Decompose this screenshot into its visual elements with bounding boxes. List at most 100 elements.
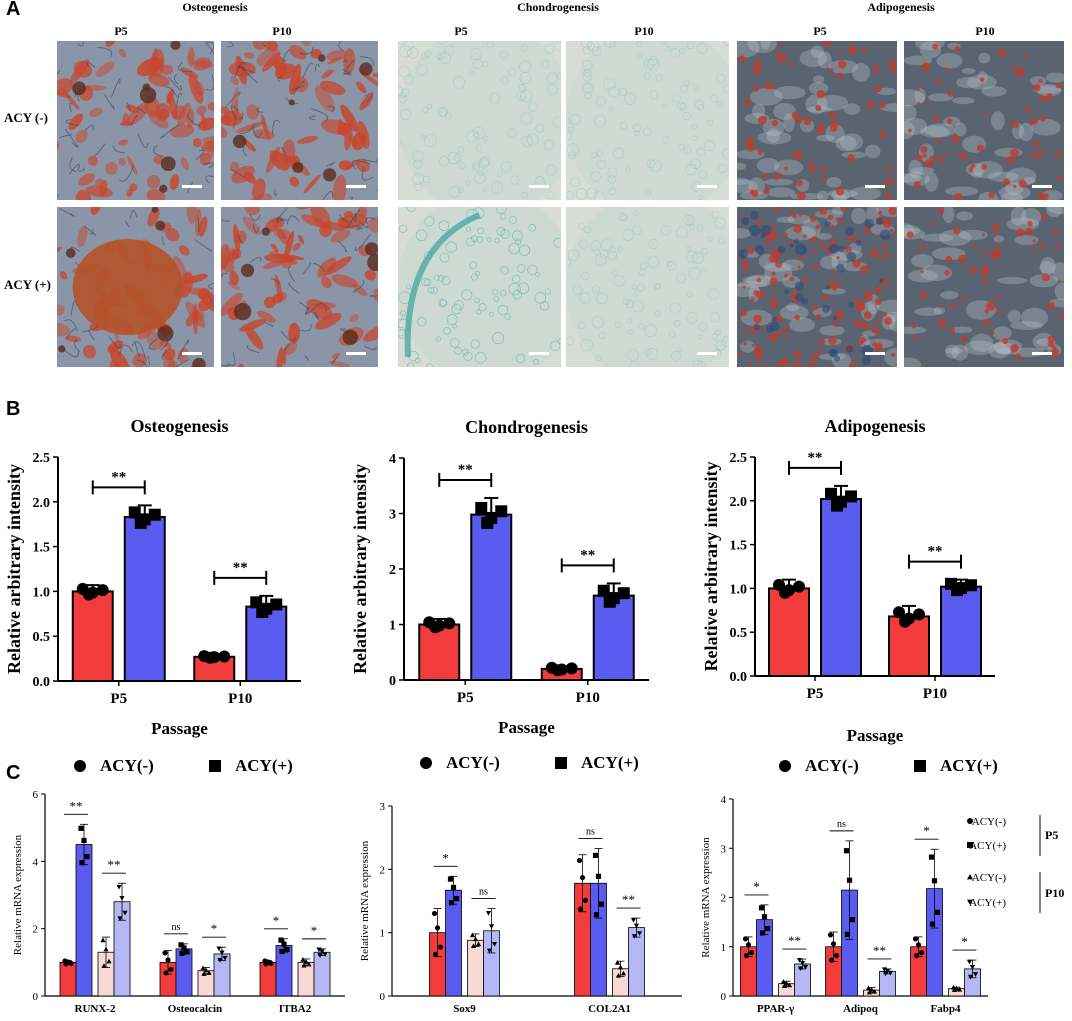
micrograph-adipo-p5-neg	[737, 41, 897, 200]
data-point	[758, 905, 765, 911]
scale-bar	[182, 185, 202, 188]
significance-label: *	[961, 934, 968, 949]
data-point	[162, 950, 168, 956]
significance-label: *	[923, 823, 930, 838]
data-point	[256, 606, 269, 619]
col-label-osteo-p5: P5	[114, 24, 128, 38]
data-point	[429, 621, 442, 634]
significance-label: **	[233, 560, 248, 576]
data-point	[913, 953, 920, 959]
bar-ACY(+)-P10	[245, 605, 288, 683]
scale-bar	[346, 185, 366, 188]
legend-marker-acy-pos	[555, 757, 567, 769]
data-point	[475, 941, 482, 947]
data-point	[843, 848, 850, 854]
data-point	[865, 985, 872, 991]
data-point	[595, 873, 602, 879]
data-point	[250, 596, 263, 609]
significance-label: **	[788, 933, 801, 948]
data-point	[783, 980, 790, 986]
legend-group-p5: P5	[1045, 828, 1058, 842]
data-point	[577, 906, 584, 912]
y-axis-label: Relative mRNA expression	[359, 840, 371, 961]
bar-ACY(+)-P5	[470, 513, 513, 681]
bar-ACY(+)-P10	[940, 585, 982, 678]
data-point	[222, 955, 228, 961]
y-tick-label: 3	[721, 843, 727, 855]
y-tick-label: 0.0	[33, 675, 51, 690]
bar-ACY(-) P10-Osteocalcin	[197, 970, 215, 997]
col-label-chondro-p10: P10	[634, 24, 654, 38]
data-point	[797, 966, 804, 972]
chart-c-adipo: Relative mRNA expression01234PPAR-γ***Ad…	[700, 794, 1064, 1015]
data-point	[300, 957, 306, 962]
bar-ACY(+) P5-Sox9	[445, 889, 462, 997]
data-point	[206, 970, 212, 975]
data-point	[631, 934, 638, 939]
y-axis-label: Relative arbitrary intensity	[4, 464, 24, 674]
significance-label: ns	[837, 819, 846, 830]
significance-label: ns	[172, 922, 181, 933]
x-axis-label: Passage	[151, 719, 208, 738]
x-tick-label: Fabp4	[931, 1003, 961, 1015]
significance-label: **	[111, 469, 126, 485]
scale-bar	[865, 185, 885, 188]
data-point	[106, 958, 112, 964]
legend-marker-2	[967, 874, 973, 880]
data-point	[447, 876, 454, 882]
data-point	[827, 932, 834, 938]
col-label-osteo-p10: P10	[272, 24, 292, 38]
bar-ACY(-)-P5	[418, 623, 461, 681]
y-tick-label: 1	[380, 928, 386, 940]
y-tick-label: 2	[380, 864, 386, 876]
x-tick-label: P10	[228, 691, 252, 707]
legend-group-p10: P10	[1045, 886, 1064, 900]
data-point	[796, 957, 803, 963]
data-point	[781, 983, 788, 988]
y-tick-label: 2	[721, 893, 727, 905]
legend-marker-acy-pos	[914, 760, 926, 772]
data-point	[849, 917, 856, 923]
data-point	[764, 925, 771, 932]
y-tick-label: 1	[389, 619, 396, 634]
data-point	[761, 914, 768, 920]
scale-bar	[697, 185, 717, 188]
data-point	[779, 586, 791, 599]
data-point	[825, 487, 837, 500]
data-point	[263, 961, 269, 967]
x-axis-label: Passage	[847, 726, 904, 745]
chart-title: Adipogenesis	[824, 416, 925, 436]
data-point	[972, 972, 979, 977]
bar-ACY(+)-P5	[123, 516, 166, 682]
data-point	[745, 942, 752, 948]
data-point	[844, 931, 851, 938]
bar-ACY(+) P10-ITBA2	[313, 951, 331, 997]
data-point	[450, 884, 457, 891]
row-label-acy-neg: ACY (-)	[4, 110, 48, 125]
y-tick-label: 0	[33, 991, 39, 1003]
significance-label: *	[753, 879, 760, 894]
x-tick-label: P10	[576, 690, 600, 706]
data-point	[134, 516, 147, 529]
scale-bar	[865, 352, 885, 355]
panel-letter-b: B	[6, 398, 21, 420]
data-point	[163, 970, 169, 976]
bar-ACY(+)-P5	[820, 498, 862, 677]
y-tick-label: 0.0	[730, 670, 748, 685]
significance-label: **	[458, 462, 473, 478]
data-point	[928, 854, 935, 860]
data-point	[603, 595, 616, 608]
data-point	[633, 923, 640, 929]
data-point	[636, 931, 643, 936]
legend-label-0: ACY(-)	[972, 816, 1007, 828]
data-point	[219, 950, 225, 956]
y-tick-label: 2	[389, 563, 396, 578]
data-point	[128, 506, 141, 519]
scale-bar	[697, 352, 717, 355]
chart-b-chondro: Chondrogenesis Relative arbitrary intensi…	[350, 417, 649, 772]
data-point	[278, 937, 284, 943]
legend-label-acy-pos: ACY(+)	[940, 756, 998, 775]
y-tick-label: 2.5	[33, 451, 51, 466]
data-point	[432, 951, 439, 957]
data-point	[217, 957, 223, 963]
